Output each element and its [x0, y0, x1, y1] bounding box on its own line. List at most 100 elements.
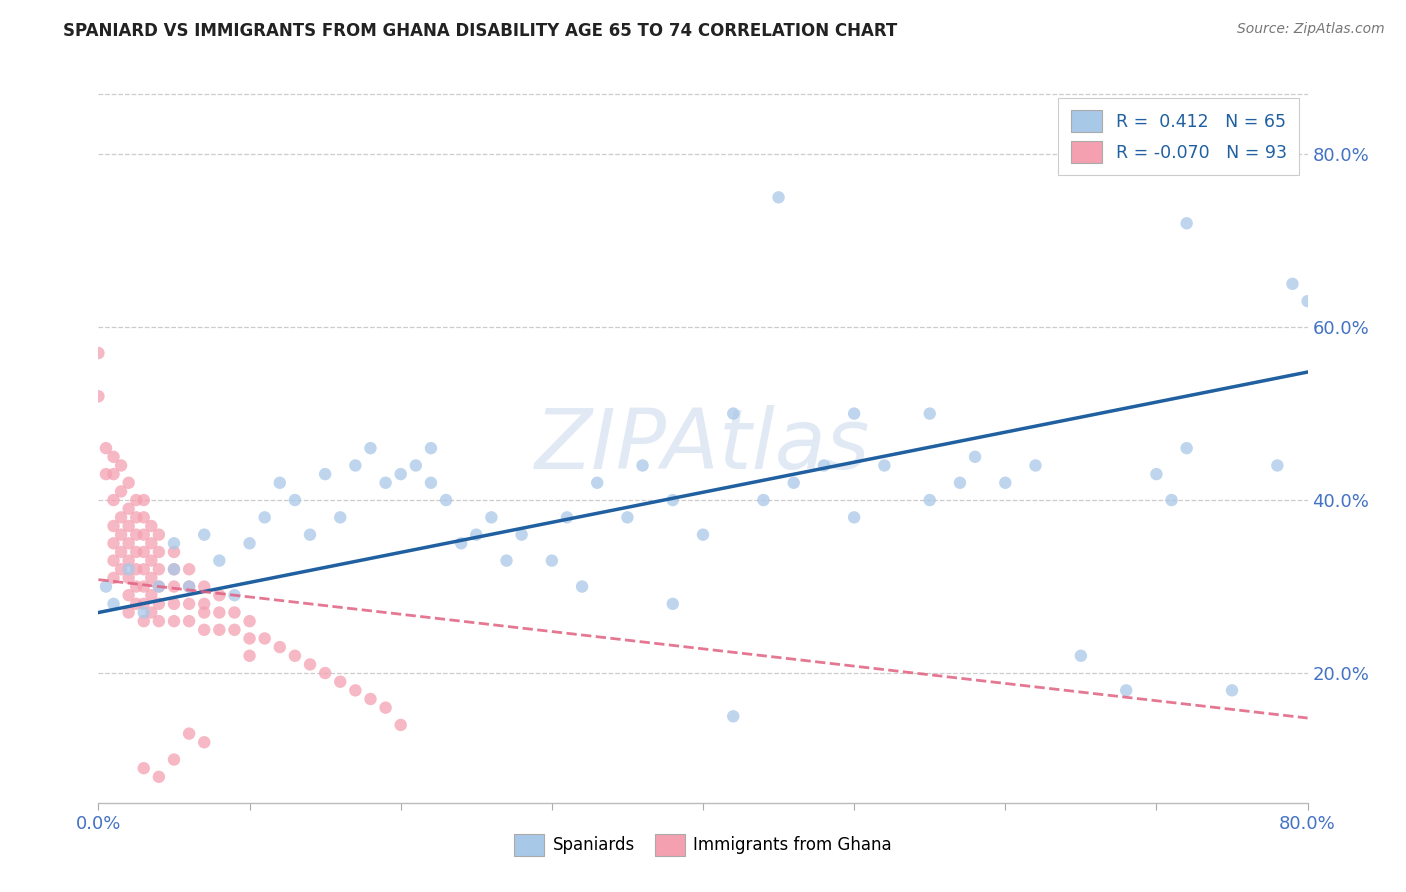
Point — [148, 545, 170, 559]
Point — [148, 580, 170, 594]
Point — [269, 475, 291, 490]
Point — [208, 606, 231, 620]
Point — [1160, 493, 1182, 508]
Point — [148, 527, 170, 541]
Point — [420, 441, 443, 455]
Point — [118, 606, 141, 620]
Point — [179, 726, 201, 740]
Point — [253, 632, 276, 646]
Legend: Spaniards, Immigrants from Ghana: Spaniards, Immigrants from Ghana — [508, 828, 898, 863]
Point — [224, 588, 246, 602]
Point — [141, 588, 163, 602]
Point — [141, 571, 163, 585]
Point — [103, 450, 125, 464]
Point — [118, 553, 141, 567]
Point — [571, 580, 593, 594]
Point — [110, 527, 132, 541]
Point — [141, 519, 163, 533]
Point — [616, 510, 638, 524]
Point — [1175, 216, 1198, 230]
Point — [783, 475, 806, 490]
Point — [208, 623, 231, 637]
Point — [481, 510, 503, 524]
Point — [179, 562, 201, 576]
Point — [110, 545, 132, 559]
Point — [420, 475, 443, 490]
Point — [269, 640, 291, 654]
Point — [208, 553, 231, 567]
Point — [94, 580, 117, 594]
Point — [224, 623, 246, 637]
Point — [692, 527, 714, 541]
Point — [118, 588, 141, 602]
Point — [193, 527, 215, 541]
Point — [110, 458, 132, 473]
Point — [132, 614, 155, 628]
Point — [253, 510, 276, 524]
Point — [844, 510, 866, 524]
Point — [1267, 458, 1289, 473]
Point — [87, 346, 110, 360]
Point — [239, 632, 262, 646]
Point — [179, 614, 201, 628]
Point — [314, 467, 336, 482]
Point — [132, 597, 155, 611]
Point — [110, 484, 132, 499]
Point — [193, 606, 215, 620]
Point — [374, 700, 396, 714]
Point — [148, 597, 170, 611]
Point — [495, 553, 517, 567]
Point — [389, 718, 412, 732]
Point — [1115, 683, 1137, 698]
Point — [103, 493, 125, 508]
Point — [918, 493, 941, 508]
Point — [118, 501, 141, 516]
Point — [631, 458, 654, 473]
Point — [179, 580, 201, 594]
Point — [141, 553, 163, 567]
Point — [284, 493, 307, 508]
Text: Source: ZipAtlas.com: Source: ZipAtlas.com — [1237, 22, 1385, 37]
Point — [465, 527, 488, 541]
Point — [510, 527, 533, 541]
Point — [118, 562, 141, 576]
Text: SPANIARD VS IMMIGRANTS FROM GHANA DISABILITY AGE 65 TO 74 CORRELATION CHART: SPANIARD VS IMMIGRANTS FROM GHANA DISABI… — [63, 22, 897, 40]
Point — [994, 475, 1017, 490]
Point — [87, 389, 110, 403]
Point — [239, 648, 262, 663]
Point — [103, 519, 125, 533]
Point — [193, 597, 215, 611]
Point — [239, 614, 262, 628]
Point — [1070, 648, 1092, 663]
Point — [586, 475, 609, 490]
Point — [965, 450, 987, 464]
Point — [148, 770, 170, 784]
Point — [103, 536, 125, 550]
Point — [118, 536, 141, 550]
Point — [344, 458, 367, 473]
Point — [163, 614, 186, 628]
Point — [94, 441, 117, 455]
Point — [110, 510, 132, 524]
Point — [132, 493, 155, 508]
Point — [141, 606, 163, 620]
Point — [224, 606, 246, 620]
Point — [103, 597, 125, 611]
Point — [752, 493, 775, 508]
Point — [314, 666, 336, 681]
Point — [125, 562, 148, 576]
Point — [239, 536, 262, 550]
Point — [661, 493, 683, 508]
Point — [118, 519, 141, 533]
Point — [723, 709, 745, 723]
Point — [132, 580, 155, 594]
Point — [163, 562, 186, 576]
Point — [163, 580, 186, 594]
Point — [163, 753, 186, 767]
Point — [132, 606, 155, 620]
Point — [768, 190, 790, 204]
Point — [118, 571, 141, 585]
Point — [405, 458, 427, 473]
Point — [125, 580, 148, 594]
Point — [813, 458, 835, 473]
